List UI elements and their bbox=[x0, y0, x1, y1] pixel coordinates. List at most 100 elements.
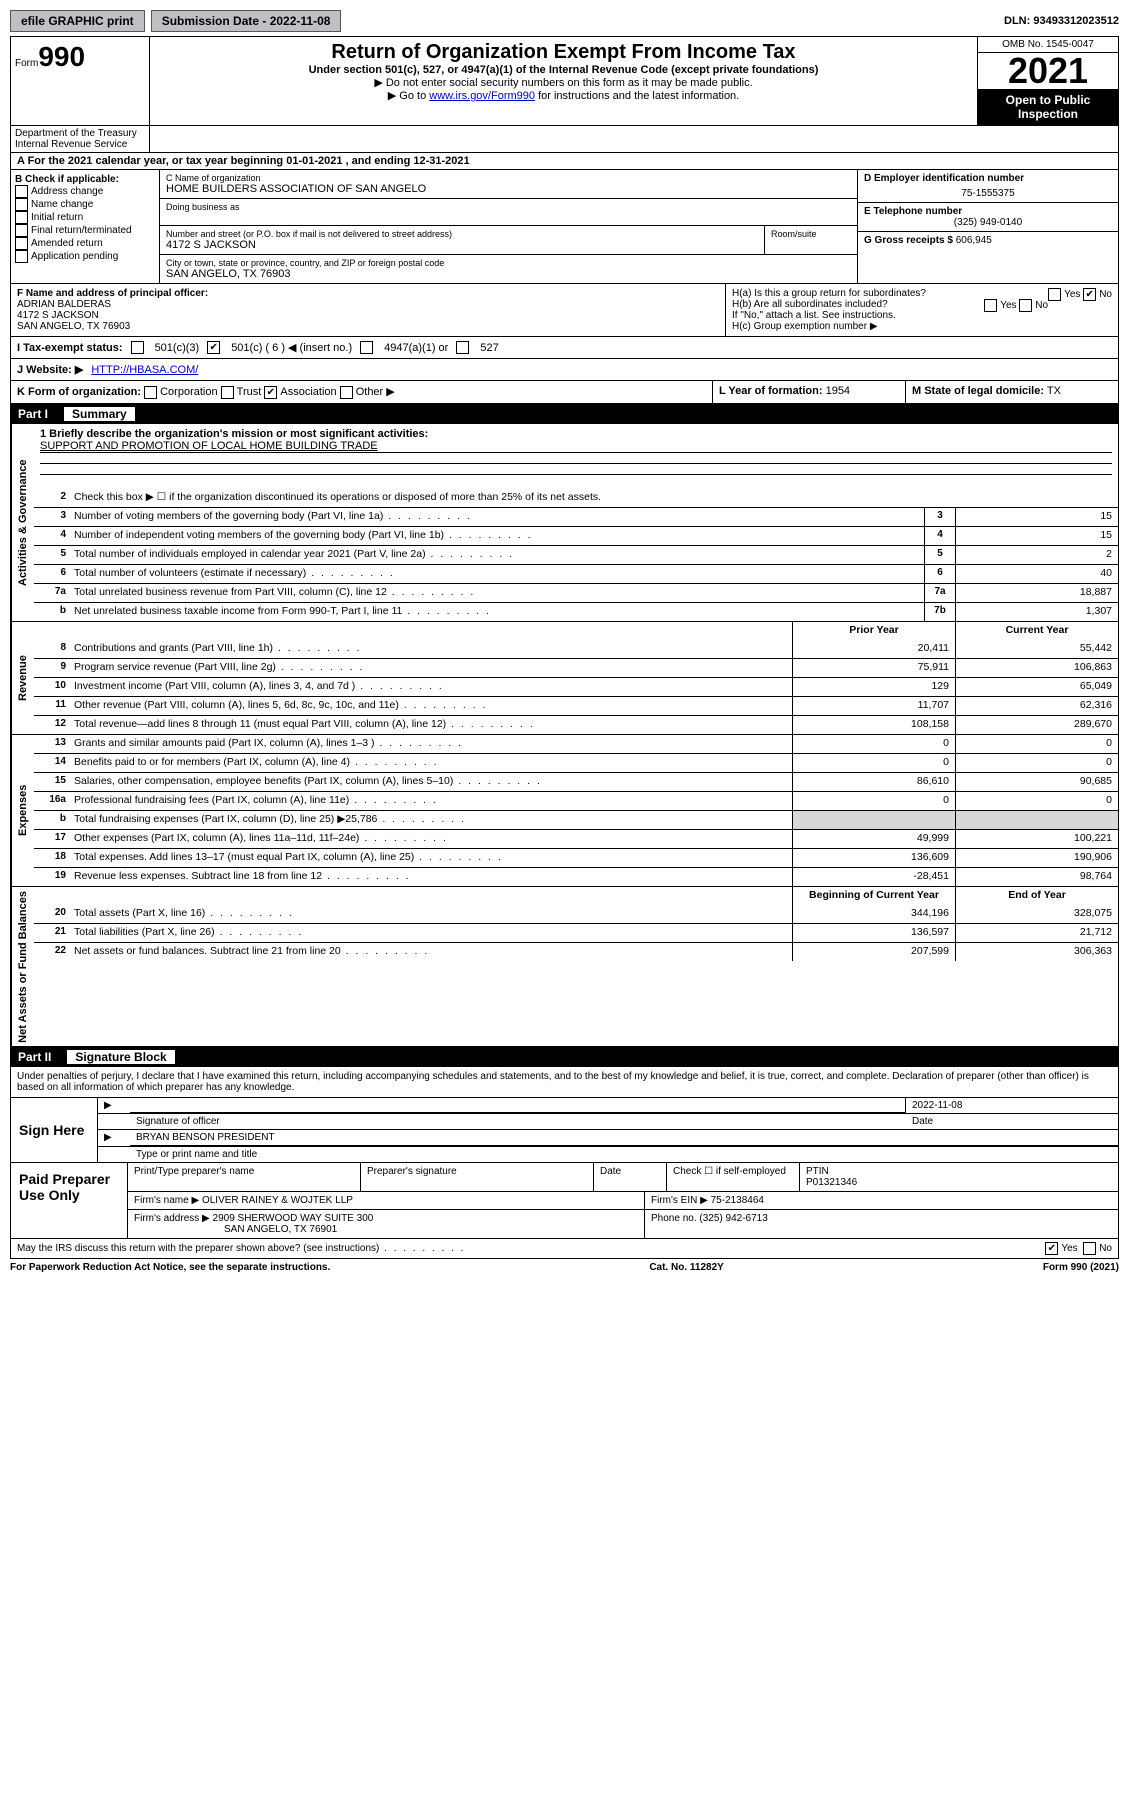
k-trust: Trust bbox=[237, 386, 262, 398]
prep-h3: Date bbox=[594, 1163, 667, 1191]
i-opt3: 4947(a)(1) or bbox=[384, 342, 448, 354]
k-other: Other ▶ bbox=[356, 386, 395, 398]
hb-no[interactable] bbox=[1019, 299, 1032, 312]
cb-address-change[interactable] bbox=[15, 185, 28, 198]
ha-no[interactable] bbox=[1083, 288, 1096, 301]
prep-phone: (325) 942-6713 bbox=[699, 1213, 767, 1224]
section-bcdeg: B Check if applicable: Address change Na… bbox=[10, 170, 1119, 284]
b-label: B Check if applicable: bbox=[15, 174, 155, 185]
col-header-row: Prior Year Current Year bbox=[34, 622, 1118, 640]
form-note-1: ▶ Do not enter social security numbers o… bbox=[158, 76, 969, 89]
efile-print-button[interactable]: efile GRAPHIC print bbox=[10, 10, 145, 32]
footer-note: For Paperwork Reduction Act Notice, see … bbox=[10, 1259, 1119, 1276]
website-link[interactable]: HTTP://HBASA.COM/ bbox=[91, 364, 198, 376]
cb-501c3[interactable] bbox=[131, 341, 144, 354]
cb-4947[interactable] bbox=[360, 341, 373, 354]
col-b-checkboxes: B Check if applicable: Address change Na… bbox=[11, 170, 160, 283]
firm-addr2: SAN ANGELO, TX 76901 bbox=[134, 1224, 337, 1235]
ha-yes-l: Yes bbox=[1064, 289, 1080, 300]
ha-label: H(a) Is this a group return for subordin… bbox=[732, 288, 926, 299]
side-label-exp: Expenses bbox=[11, 735, 34, 886]
k-corp: Corporation bbox=[160, 386, 217, 398]
firm-name: OLIVER RAINEY & WOJTEK LLP bbox=[202, 1195, 353, 1206]
firm-addr-l: Firm's address ▶ bbox=[134, 1213, 210, 1224]
summary-line: 19Revenue less expenses. Subtract line 1… bbox=[34, 867, 1118, 886]
firm-addr1: 2909 SHERWOOD WAY SUITE 300 bbox=[213, 1213, 374, 1224]
discuss-no-cb[interactable] bbox=[1083, 1242, 1096, 1255]
rowa-mid: , and ending bbox=[342, 155, 413, 167]
discuss-yes: Yes bbox=[1061, 1243, 1077, 1254]
form-header: Form990 Return of Organization Exempt Fr… bbox=[10, 36, 1119, 126]
part-ii-name: Part II bbox=[18, 1050, 51, 1064]
row-i-tax-status: I Tax-exempt status: 501(c)(3) 501(c) ( … bbox=[10, 337, 1119, 359]
cb-trust[interactable] bbox=[221, 386, 234, 399]
cb-amended[interactable] bbox=[15, 237, 28, 250]
cb-final-return[interactable] bbox=[15, 224, 28, 237]
c-name-label: C Name of organization bbox=[166, 173, 851, 183]
footer-mid: Cat. No. 11282Y bbox=[649, 1262, 723, 1273]
title-box: Return of Organization Exempt From Incom… bbox=[150, 37, 977, 125]
ha-yes[interactable] bbox=[1048, 288, 1061, 301]
cb-assoc[interactable] bbox=[264, 386, 277, 399]
open-public-badge: Open to Public Inspection bbox=[978, 89, 1118, 125]
summary-line: 14Benefits paid to or for members (Part … bbox=[34, 753, 1118, 772]
col-c-org-info: C Name of organization HOME BUILDERS ASS… bbox=[160, 170, 857, 283]
i-opt4: 527 bbox=[480, 342, 498, 354]
rowa-end: 12-31-2021 bbox=[413, 155, 469, 167]
mission-box: 1 Briefly describe the organization's mi… bbox=[34, 424, 1118, 489]
sign-date: 2022-11-08 bbox=[905, 1098, 1118, 1113]
state-domicile: TX bbox=[1047, 385, 1061, 397]
b-opt-4: Amended return bbox=[31, 238, 103, 249]
i-opt2: 501(c) ( 6 ) ◀ (insert no.) bbox=[231, 341, 352, 354]
cb-501c[interactable] bbox=[207, 341, 220, 354]
mission-q: 1 Briefly describe the organization's mi… bbox=[40, 428, 1112, 440]
cb-527[interactable] bbox=[456, 341, 469, 354]
ha-no-l: No bbox=[1099, 289, 1112, 300]
gross-receipts-value: 606,945 bbox=[956, 235, 992, 246]
year-box: OMB No. 1545-0047 2021 Open to Public In… bbox=[977, 37, 1118, 125]
cb-corp[interactable] bbox=[144, 386, 157, 399]
hdr-eoy: End of Year bbox=[955, 887, 1118, 905]
discuss-yes-cb[interactable] bbox=[1045, 1242, 1058, 1255]
summary-line: 8Contributions and grants (Part VIII, li… bbox=[34, 640, 1118, 658]
i-label: I Tax-exempt status: bbox=[17, 342, 123, 354]
row-klm: K Form of organization: Corporation Trus… bbox=[10, 381, 1119, 404]
cb-other[interactable] bbox=[340, 386, 353, 399]
top-toolbar: efile GRAPHIC print Submission Date - 20… bbox=[10, 10, 1119, 32]
summary-line: 12Total revenue—add lines 8 through 11 (… bbox=[34, 715, 1118, 734]
irs-link[interactable]: www.irs.gov/Form990 bbox=[429, 90, 535, 102]
summary-line: 10Investment income (Part VIII, column (… bbox=[34, 677, 1118, 696]
g-receipts-label: G Gross receipts $ bbox=[864, 235, 953, 246]
cb-name-change[interactable] bbox=[15, 198, 28, 211]
summary-line: 5Total number of individuals employed in… bbox=[34, 545, 1118, 564]
mission-a: SUPPORT AND PROMOTION OF LOCAL HOME BUIL… bbox=[40, 440, 1112, 452]
dept-treasury: Department of the Treasury Internal Reve… bbox=[11, 126, 150, 152]
b-opt-5: Application pending bbox=[31, 251, 118, 262]
summary-line: 9Program service revenue (Part VIII, lin… bbox=[34, 658, 1118, 677]
cb-app-pending[interactable] bbox=[15, 250, 28, 263]
street-value: 4172 S JACKSON bbox=[166, 239, 758, 251]
summary-line: 18Total expenses. Add lines 13–17 (must … bbox=[34, 848, 1118, 867]
summary-line: 11Other revenue (Part VIII, column (A), … bbox=[34, 696, 1118, 715]
officer-name-title: BRYAN BENSON PRESIDENT bbox=[130, 1130, 1118, 1146]
preparer-side-label: Paid Preparer Use Only bbox=[11, 1163, 128, 1238]
form-number-box: Form990 bbox=[11, 37, 150, 125]
street-label: Number and street (or P.O. box if mail i… bbox=[166, 229, 758, 239]
form-title: Return of Organization Exempt From Incom… bbox=[158, 41, 969, 64]
dba-label: Doing business as bbox=[166, 202, 851, 212]
m-label: M State of legal domicile: bbox=[912, 385, 1044, 397]
note2-pre: ▶ Go to bbox=[388, 90, 429, 102]
side-label-ag: Activities & Governance bbox=[11, 424, 34, 621]
b-opt-0: Address change bbox=[31, 186, 103, 197]
j-label: J Website: ▶ bbox=[17, 363, 83, 376]
hb-note: If "No," attach a list. See instructions… bbox=[732, 310, 1112, 321]
summary-line: 16aProfessional fundraising fees (Part I… bbox=[34, 791, 1118, 810]
b-opt-3: Final return/terminated bbox=[31, 225, 132, 236]
submission-date-button[interactable]: Submission Date - 2022-11-08 bbox=[151, 10, 342, 32]
k-assoc: Association bbox=[280, 386, 336, 398]
sig-date-label: Date bbox=[906, 1114, 1118, 1129]
summary-line: bNet unrelated business taxable income f… bbox=[34, 602, 1118, 621]
tax-year: 2021 bbox=[978, 53, 1118, 89]
hb-yes[interactable] bbox=[984, 299, 997, 312]
cb-initial-return[interactable] bbox=[15, 211, 28, 224]
